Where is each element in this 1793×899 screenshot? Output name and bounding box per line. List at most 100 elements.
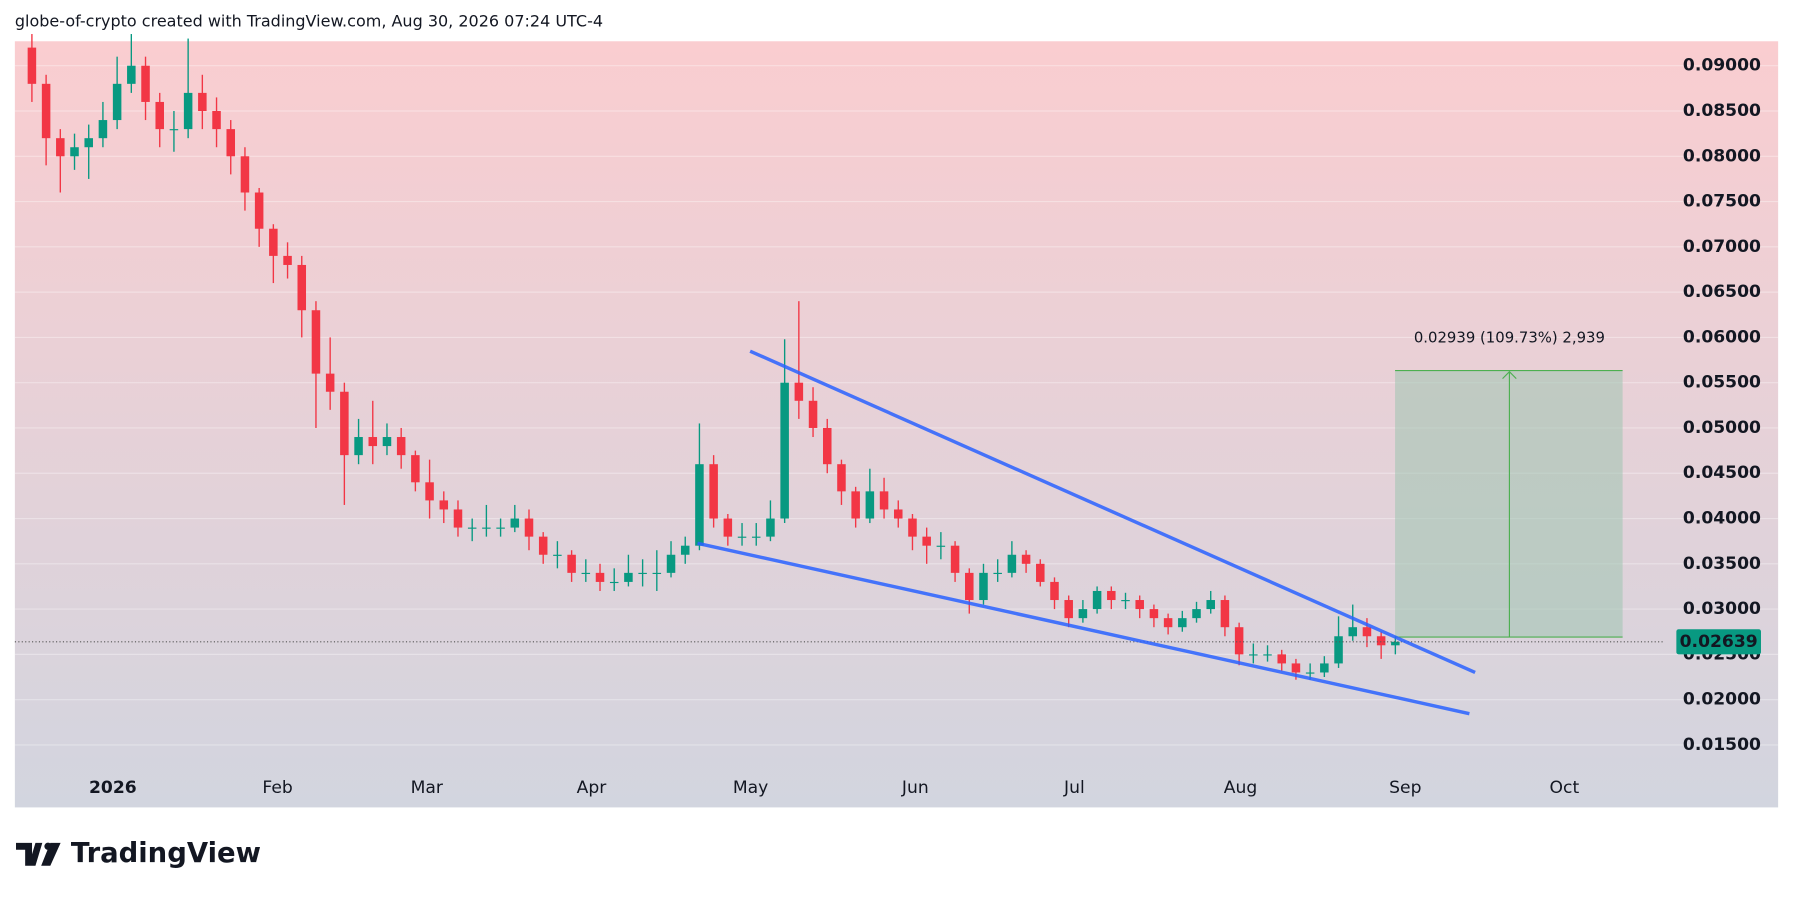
candle-body	[737, 536, 747, 538]
candle-body	[325, 373, 335, 392]
candle-body	[1135, 600, 1144, 610]
candle-body	[212, 111, 221, 130]
candle-body	[70, 147, 79, 157]
x-tick-label: 2026	[89, 778, 137, 798]
candle-body	[595, 572, 605, 582]
y-tick-label: 0.07000	[1683, 237, 1761, 257]
lower-trendline	[697, 541, 1470, 716]
candle-body	[368, 437, 378, 447]
candle-body	[524, 518, 534, 537]
logo: TradingView	[16, 838, 261, 869]
candle-body	[751, 536, 761, 538]
candle-body	[112, 83, 122, 121]
candle-body	[936, 545, 946, 547]
candle-body	[340, 391, 349, 456]
candle-body	[1121, 600, 1130, 602]
y-tick-label: 0.01500	[1683, 735, 1761, 755]
candle-body	[425, 482, 434, 501]
candle-body	[240, 156, 250, 193]
y-tick-label: 0.06500	[1683, 282, 1761, 302]
y-tick-label: 0.04000	[1683, 509, 1761, 529]
candle-body	[652, 572, 662, 575]
x-tick-label: Aug	[1224, 778, 1257, 798]
candle-body	[198, 92, 207, 112]
candle-body	[84, 138, 93, 148]
y-tick-label: 0.05000	[1683, 418, 1761, 438]
footer-text: TradingView	[71, 838, 261, 869]
candle-body	[922, 536, 931, 546]
candle-body	[354, 437, 363, 456]
candle-body	[496, 527, 505, 529]
candle-body	[411, 455, 420, 483]
candle-body	[766, 518, 775, 537]
y-tick-label: 0.08000	[1683, 146, 1761, 166]
candle-body	[269, 228, 278, 256]
candle-body	[908, 518, 917, 537]
y-tick-label: 0.05500	[1683, 373, 1761, 393]
candle-body	[169, 129, 179, 131]
x-tick-label: Mar	[411, 778, 444, 798]
candle-body	[1348, 627, 1358, 637]
candle-body	[27, 47, 37, 84]
candle-body	[1263, 654, 1272, 656]
candle-body	[1220, 600, 1230, 628]
candle-body	[538, 536, 548, 555]
candle-body	[1036, 563, 1045, 582]
candle-body	[1376, 636, 1386, 646]
candle-body	[254, 192, 264, 229]
candle-body	[723, 518, 733, 537]
candle-body	[1362, 627, 1372, 637]
candle-body	[979, 572, 988, 601]
candle-body	[127, 65, 136, 84]
candle-body	[1391, 641, 1400, 646]
upper-trendline	[749, 349, 1476, 675]
y-tick-label: 0.04500	[1683, 463, 1761, 483]
candle-body	[141, 65, 150, 102]
candle-body	[553, 554, 562, 556]
candle-body	[837, 464, 846, 492]
y-tick-label: 0.08500	[1683, 101, 1761, 121]
candle-body	[467, 527, 477, 529]
candle-body	[993, 572, 1002, 575]
candle-body	[794, 382, 804, 401]
candle-body	[666, 554, 676, 573]
candle-body	[439, 500, 449, 510]
candle-body	[226, 129, 236, 157]
candle-body	[41, 83, 51, 139]
trendlines	[697, 349, 1476, 716]
candle-body	[482, 527, 491, 529]
candle-body	[1178, 618, 1187, 628]
candle-body	[155, 101, 164, 130]
candle-body	[638, 572, 647, 575]
x-tick-label: Apr	[577, 778, 608, 798]
candle-body	[1149, 609, 1159, 619]
last-price-label: 0.02639	[1680, 632, 1758, 652]
candle-body	[1078, 609, 1088, 619]
candle-body	[1234, 627, 1244, 655]
candle-body	[808, 400, 818, 428]
candle-body	[1107, 590, 1116, 601]
candle-body	[1007, 554, 1017, 573]
candle-body	[283, 255, 292, 265]
candle-body	[680, 545, 690, 555]
candle-body	[311, 310, 321, 374]
candle-body	[894, 509, 903, 519]
candle-body	[709, 464, 718, 519]
candles	[14, 34, 1664, 680]
candle-body	[56, 138, 65, 157]
candle-body	[98, 120, 108, 139]
candle-body	[879, 491, 889, 510]
arrow-head	[1502, 370, 1517, 380]
candle-body	[1206, 600, 1215, 610]
candle-body	[1320, 663, 1329, 673]
candle-body	[822, 427, 832, 465]
candle-body	[1064, 600, 1073, 619]
last-price-tag	[1676, 629, 1761, 655]
candle-body	[297, 264, 307, 311]
y-tick-label: 0.03500	[1683, 554, 1761, 574]
axes: 0.015000.020000.025000.030000.035000.040…	[89, 56, 1761, 798]
candle-body	[567, 554, 576, 573]
candle-body	[965, 572, 974, 601]
y-tick-label: 0.06000	[1683, 327, 1761, 347]
